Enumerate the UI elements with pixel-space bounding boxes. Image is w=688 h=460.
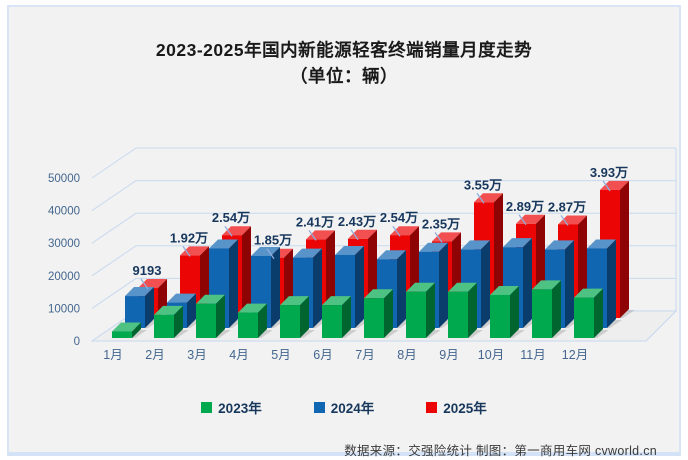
legend-label-2025: 2025年 xyxy=(443,401,487,416)
legend-swatch-2025 xyxy=(426,401,438,413)
legend: 2023年 2024年 2025年 xyxy=(9,398,679,416)
legend-item-2025: 2025年 xyxy=(426,397,487,417)
chart-title-line1: 2023-2025年国内新能源轻客终端销量月度走势 xyxy=(155,40,533,60)
source-note: 数据来源：交强险统计 制图：第一商用车网 cvworld.cn xyxy=(344,444,657,458)
chart-card: 2023-2025年国内新能源轻客终端销量月度走势 （单位：辆） 2023年 2… xyxy=(7,5,681,458)
legend-label-2024: 2024年 xyxy=(330,401,375,416)
legend-swatch-2024 xyxy=(313,401,325,413)
chart-title-line2: （单位：辆） xyxy=(290,66,398,86)
legend-swatch-2023 xyxy=(201,401,213,413)
legend-item-2023: 2023年 xyxy=(201,397,262,417)
legend-item-2024: 2024年 xyxy=(313,397,375,417)
legend-label-2023: 2023年 xyxy=(218,401,262,416)
chart-title: 2023-2025年国内新能源轻客终端销量月度走势 （单位：辆） xyxy=(9,37,679,89)
